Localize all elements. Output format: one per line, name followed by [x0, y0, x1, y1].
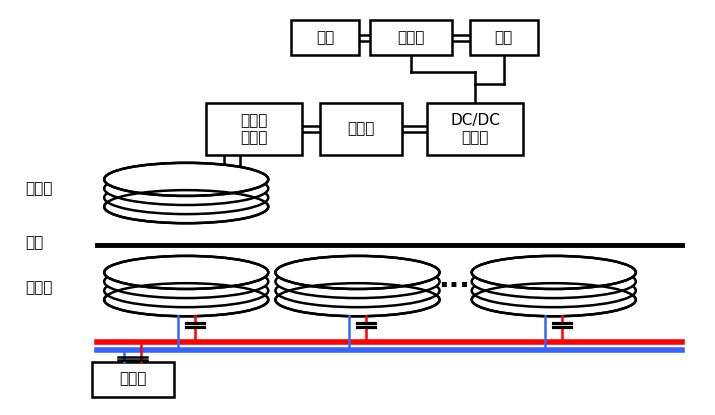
Bar	[92, 361, 174, 397]
Ellipse shape	[275, 265, 440, 298]
Bar	[206, 103, 302, 155]
Ellipse shape	[472, 256, 636, 289]
Text: 电池: 电池	[495, 30, 513, 45]
Bar	[470, 20, 538, 56]
Ellipse shape	[472, 283, 636, 316]
Ellipse shape	[275, 256, 440, 289]
Ellipse shape	[104, 163, 268, 196]
Text: ···: ···	[438, 272, 470, 300]
Ellipse shape	[104, 181, 268, 214]
Ellipse shape	[104, 274, 268, 307]
Ellipse shape	[472, 265, 636, 298]
Text: 接收端: 接收端	[26, 181, 53, 196]
Text: DC/DC
变换器: DC/DC 变换器	[450, 113, 500, 145]
Bar	[370, 20, 452, 56]
Ellipse shape	[104, 172, 268, 205]
Ellipse shape	[104, 265, 268, 298]
Ellipse shape	[104, 283, 268, 316]
Text: 功率源: 功率源	[119, 372, 147, 387]
Ellipse shape	[472, 274, 636, 307]
Text: 电容补
偿网络: 电容补 偿网络	[240, 113, 267, 145]
Text: 整流器: 整流器	[347, 122, 375, 137]
Bar	[320, 103, 402, 155]
Ellipse shape	[275, 283, 440, 316]
Bar	[427, 103, 523, 155]
Ellipse shape	[104, 190, 268, 223]
Ellipse shape	[104, 256, 268, 289]
Text: 发射端: 发射端	[26, 281, 53, 295]
Bar	[292, 20, 359, 56]
Text: 路面: 路面	[26, 235, 44, 250]
Ellipse shape	[275, 274, 440, 307]
Text: 电机: 电机	[316, 30, 335, 45]
Text: 逆变器: 逆变器	[398, 30, 425, 45]
